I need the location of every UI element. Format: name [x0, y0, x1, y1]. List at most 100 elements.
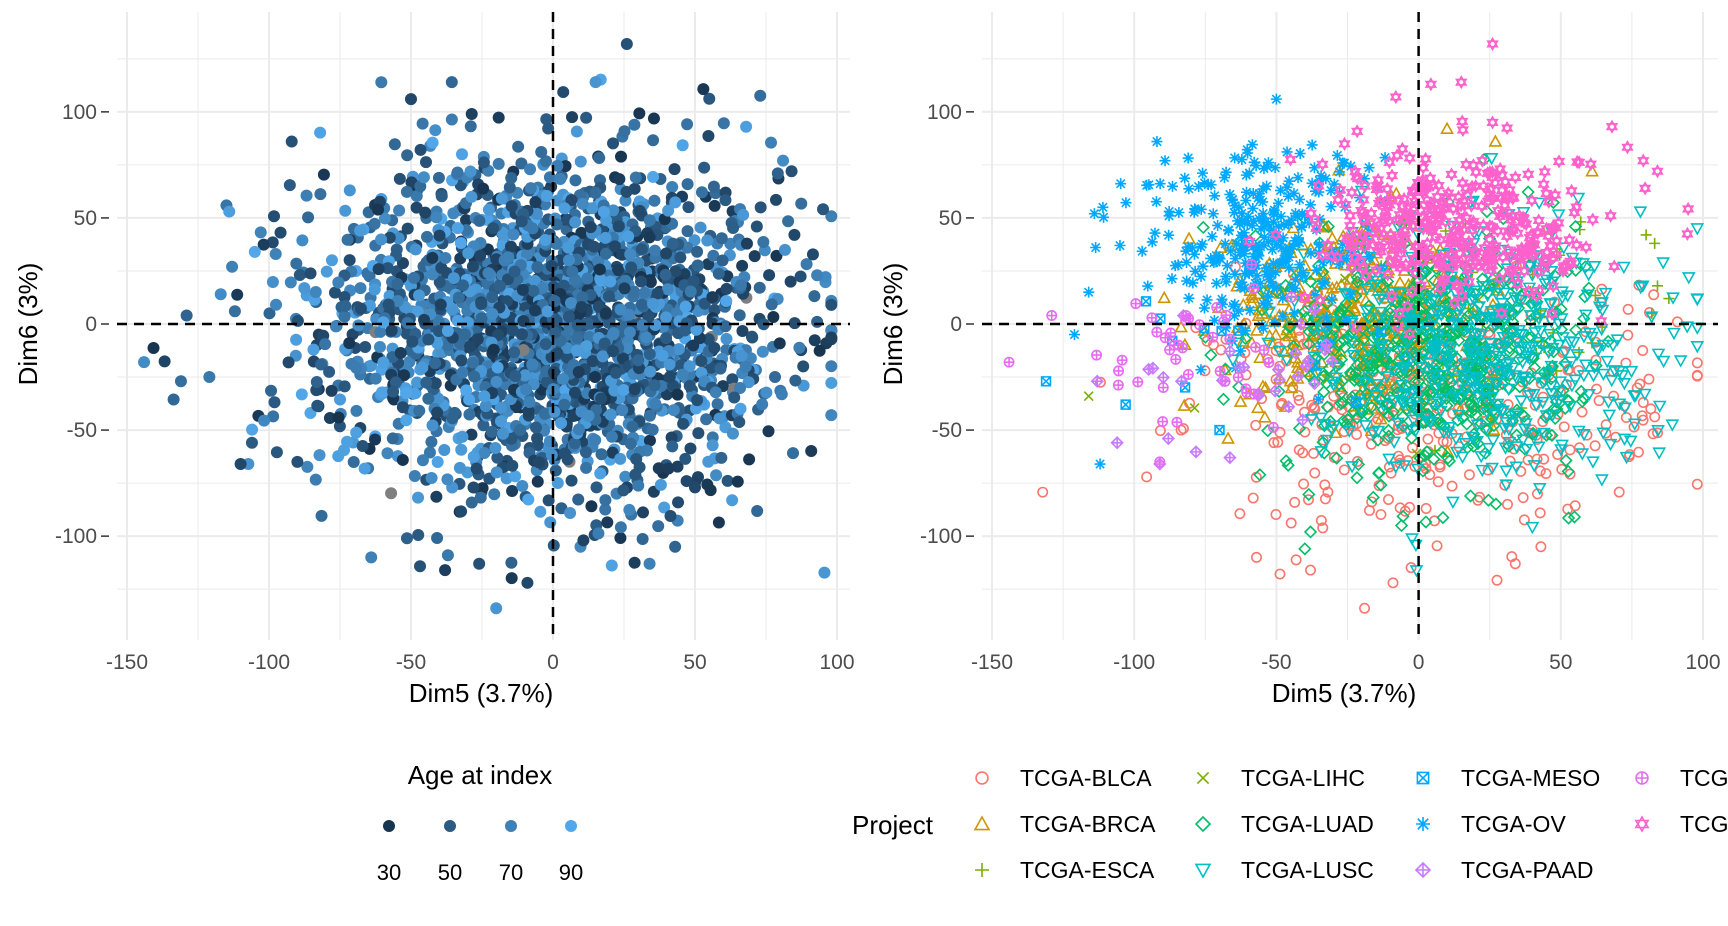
data-point — [1263, 291, 1274, 302]
data-point — [1166, 328, 1175, 337]
data-point — [1149, 228, 1160, 239]
data-point — [310, 286, 322, 298]
data-point — [455, 355, 467, 367]
data-point — [420, 377, 432, 389]
data-point — [606, 559, 618, 571]
data-point — [628, 119, 640, 131]
data-point — [1540, 166, 1550, 177]
data-point — [1536, 466, 1545, 475]
data-point — [746, 331, 758, 343]
data-point — [709, 200, 721, 212]
data-point — [685, 285, 697, 297]
data-point — [559, 447, 571, 459]
data-point — [429, 357, 441, 369]
data-point — [589, 434, 601, 446]
data-point — [397, 454, 409, 466]
data-point — [793, 342, 805, 354]
data-point — [465, 191, 477, 203]
data-point — [673, 343, 685, 355]
data-point — [1184, 370, 1193, 379]
data-point — [1183, 293, 1194, 304]
right-points — [1004, 38, 1702, 612]
data-point — [332, 450, 344, 462]
data-point — [595, 393, 607, 405]
data-point — [606, 431, 618, 443]
data-point — [550, 465, 562, 477]
data-point — [1527, 523, 1538, 533]
data-point — [1240, 325, 1251, 336]
data-point — [483, 267, 495, 279]
data-point — [1360, 604, 1369, 613]
data-point — [603, 290, 615, 302]
data-point — [629, 557, 641, 569]
data-point — [1137, 246, 1148, 257]
data-point — [713, 412, 725, 424]
data-point — [760, 387, 772, 399]
data-point — [456, 431, 468, 443]
data-point — [311, 400, 323, 412]
data-point — [652, 520, 664, 532]
data-point — [573, 366, 585, 378]
data-point — [426, 252, 438, 264]
data-point — [600, 308, 612, 320]
data-point — [726, 494, 738, 506]
data-point — [310, 474, 322, 486]
data-point — [571, 345, 583, 357]
data-point — [478, 156, 490, 168]
data-point — [408, 272, 420, 284]
data-point — [375, 76, 387, 88]
data-point — [430, 211, 442, 223]
data-point — [1152, 327, 1161, 336]
data-point — [701, 235, 713, 247]
data-point — [296, 388, 308, 400]
data-point — [639, 287, 651, 299]
y-tick-label: -50 — [67, 419, 97, 442]
data-point — [1038, 487, 1047, 496]
data-point — [305, 267, 317, 279]
data-point — [776, 388, 788, 400]
data-point — [734, 309, 746, 321]
data-point — [246, 424, 258, 436]
data-point — [271, 446, 283, 458]
data-point — [580, 446, 592, 458]
data-point — [708, 342, 720, 354]
data-point — [669, 541, 681, 553]
data-point — [672, 389, 684, 401]
data-point — [1151, 136, 1162, 147]
data-point — [1563, 466, 1574, 477]
data-point — [1190, 446, 1201, 457]
data-point — [385, 487, 397, 499]
data-point — [321, 266, 333, 278]
data-point — [1305, 248, 1316, 259]
data-point — [296, 234, 308, 246]
data-point — [409, 470, 421, 482]
data-point — [1273, 198, 1284, 209]
data-point — [1112, 437, 1123, 448]
data-point — [1083, 287, 1094, 298]
data-point — [455, 237, 467, 249]
data-point — [339, 380, 351, 392]
data-point — [438, 444, 450, 456]
data-point — [714, 363, 726, 375]
data-point — [557, 373, 569, 385]
data-point — [700, 413, 712, 425]
data-point — [767, 311, 779, 323]
data-point — [632, 354, 644, 366]
data-point — [1195, 241, 1206, 252]
data-point — [585, 500, 597, 512]
data-point — [323, 366, 335, 378]
data-point — [736, 260, 748, 272]
data-point — [529, 305, 541, 317]
data-point — [429, 124, 441, 136]
data-point — [1255, 223, 1266, 234]
data-point — [387, 386, 399, 398]
data-point — [566, 475, 578, 487]
data-point — [448, 272, 460, 284]
data-point — [314, 188, 326, 200]
data-point — [1481, 206, 1492, 217]
data-point — [231, 289, 243, 301]
data-point — [1004, 358, 1013, 367]
data-point — [1506, 456, 1515, 465]
